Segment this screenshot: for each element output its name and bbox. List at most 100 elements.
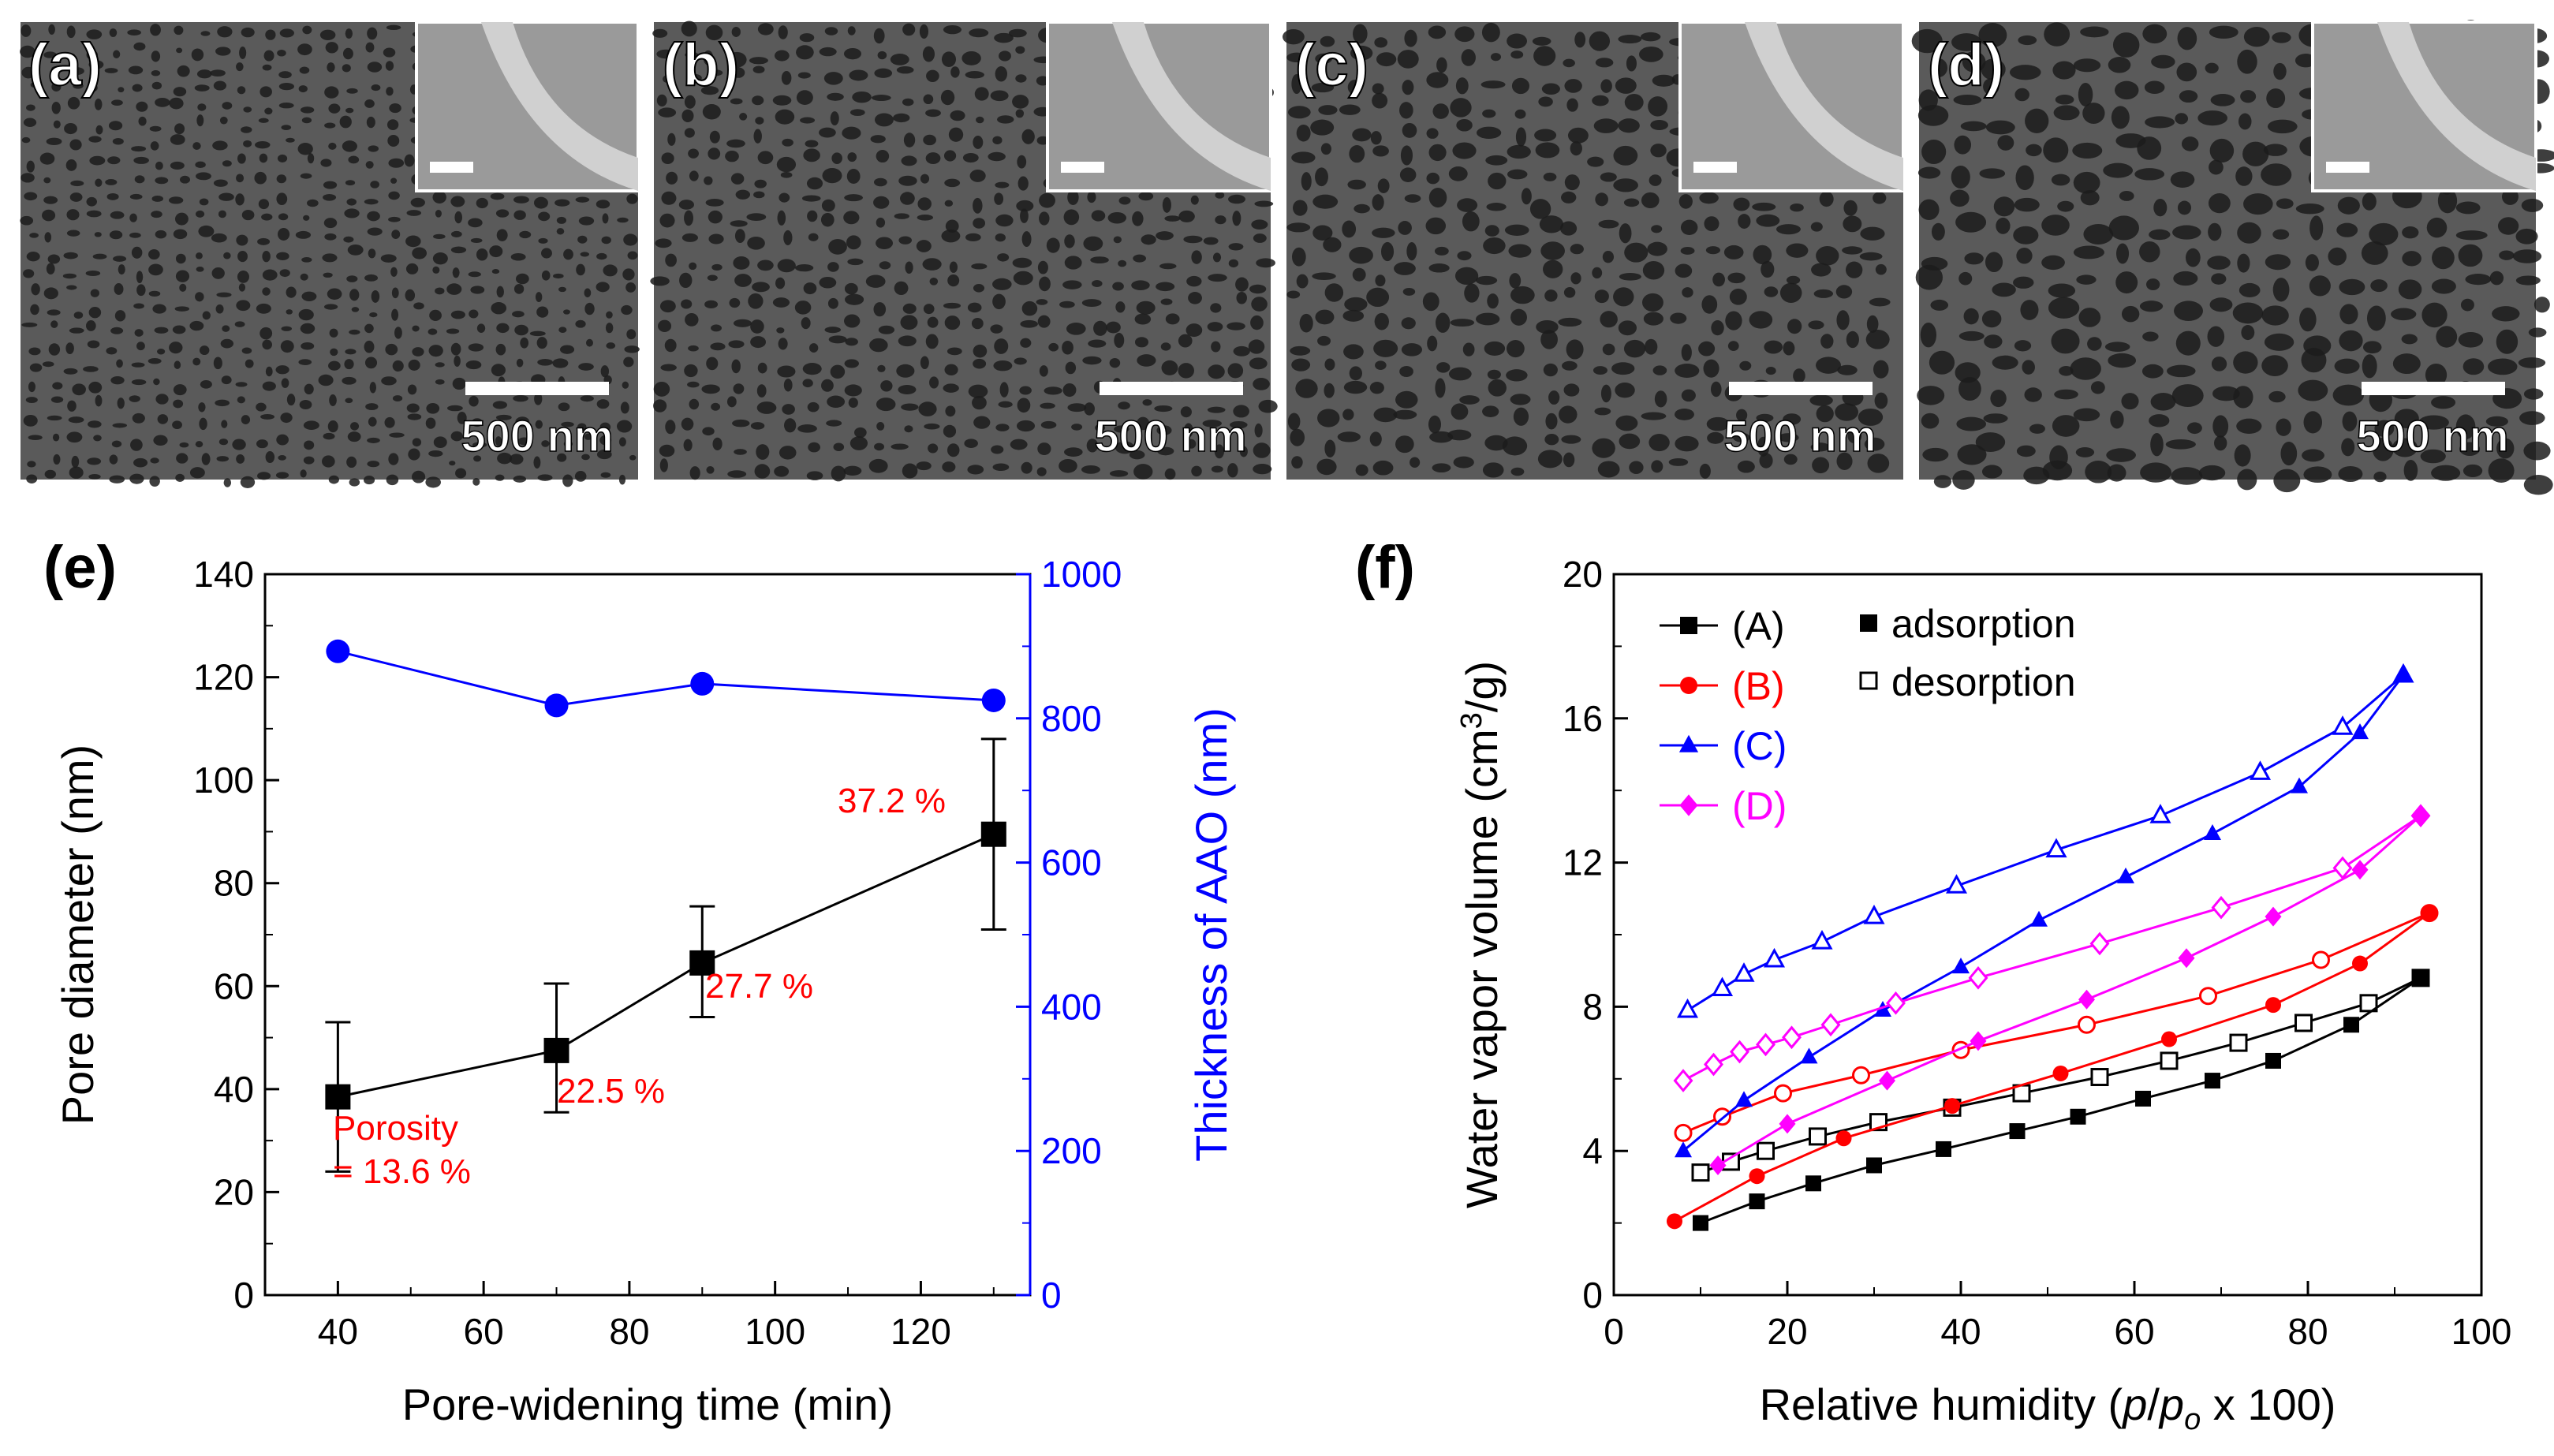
pore <box>2337 196 2360 215</box>
pore <box>262 287 271 296</box>
pore <box>392 395 403 402</box>
pore <box>1860 226 1885 241</box>
pore <box>371 84 381 91</box>
pore <box>830 364 846 379</box>
pore <box>2328 247 2347 266</box>
pore <box>1448 367 1472 381</box>
pore <box>385 343 398 356</box>
pore <box>2015 165 2034 191</box>
pore <box>1843 200 1858 216</box>
pore <box>949 261 958 273</box>
pore <box>1021 231 1032 248</box>
pore <box>1372 83 1384 95</box>
pore <box>1210 303 1222 313</box>
pore <box>388 191 400 200</box>
panel-label-d: (d) <box>1928 32 2004 99</box>
pore <box>626 329 637 340</box>
pore <box>2121 393 2139 410</box>
pore <box>898 385 917 394</box>
pore <box>877 364 886 372</box>
pore <box>346 456 357 469</box>
pore <box>2115 271 2138 294</box>
pore <box>1233 405 1249 418</box>
pore <box>2235 166 2253 186</box>
pore <box>1736 409 1748 422</box>
pore <box>1064 447 1083 457</box>
pore <box>83 366 99 372</box>
pore <box>452 267 460 278</box>
pore <box>320 159 332 167</box>
pore <box>429 309 442 321</box>
pore <box>1613 287 1634 307</box>
pore <box>794 301 812 315</box>
pore <box>275 365 289 375</box>
pore <box>69 327 84 334</box>
pore <box>655 238 672 248</box>
pore <box>1816 405 1834 423</box>
pore <box>998 401 1013 408</box>
pore <box>1324 439 1336 457</box>
pore <box>1021 301 1038 316</box>
pore <box>2149 229 2171 241</box>
pore <box>1343 344 1364 360</box>
pore <box>1086 439 1099 453</box>
pore <box>92 253 107 259</box>
pore <box>1558 317 1582 327</box>
pore <box>153 378 160 386</box>
pore <box>446 328 460 334</box>
pore <box>746 213 767 221</box>
pore <box>2209 159 2224 175</box>
pore <box>491 269 500 274</box>
pore <box>689 262 697 271</box>
pore <box>386 474 399 486</box>
pore <box>1652 365 1667 375</box>
x-tick-label: 40 <box>1940 1311 1981 1352</box>
pore <box>599 435 612 446</box>
pore <box>650 276 670 286</box>
pore <box>256 402 267 412</box>
pore <box>1570 244 1584 255</box>
pore <box>513 196 529 203</box>
pore <box>2139 301 2164 312</box>
pore <box>1404 29 1417 47</box>
pore <box>1710 381 1722 398</box>
pore <box>1756 413 1774 423</box>
pore <box>2172 225 2201 240</box>
pore <box>1064 256 1082 270</box>
pore <box>27 461 36 468</box>
pore <box>371 289 380 303</box>
pore <box>457 412 467 424</box>
pore <box>1538 96 1553 107</box>
y-tick-label: 16 <box>1563 698 1603 739</box>
pore <box>2521 198 2544 212</box>
pore <box>776 156 797 173</box>
pore <box>1369 381 1384 394</box>
pore <box>1809 394 1833 406</box>
pore <box>95 125 103 135</box>
pore <box>1137 354 1156 367</box>
pore <box>1448 166 1468 181</box>
scale-bar-text: 500 nm <box>1724 411 1876 461</box>
pore <box>278 71 292 79</box>
pore <box>304 383 314 395</box>
pore <box>476 248 488 261</box>
adsorption-point <box>1936 1141 1951 1157</box>
pore <box>1081 299 1102 307</box>
pore <box>428 345 443 357</box>
pore <box>1014 357 1027 365</box>
pore <box>1508 244 1532 258</box>
pore <box>877 50 887 60</box>
pore <box>973 197 983 214</box>
pore <box>319 29 336 40</box>
pore <box>1426 172 1440 185</box>
pore <box>847 258 864 266</box>
pore <box>345 349 357 355</box>
pore <box>1372 194 1384 211</box>
pore <box>942 461 956 472</box>
pore <box>469 309 479 319</box>
pore <box>1232 211 1242 226</box>
scale-bar <box>2362 382 2505 395</box>
pore <box>131 246 143 259</box>
pore <box>1343 380 1368 394</box>
pore <box>1401 317 1416 330</box>
